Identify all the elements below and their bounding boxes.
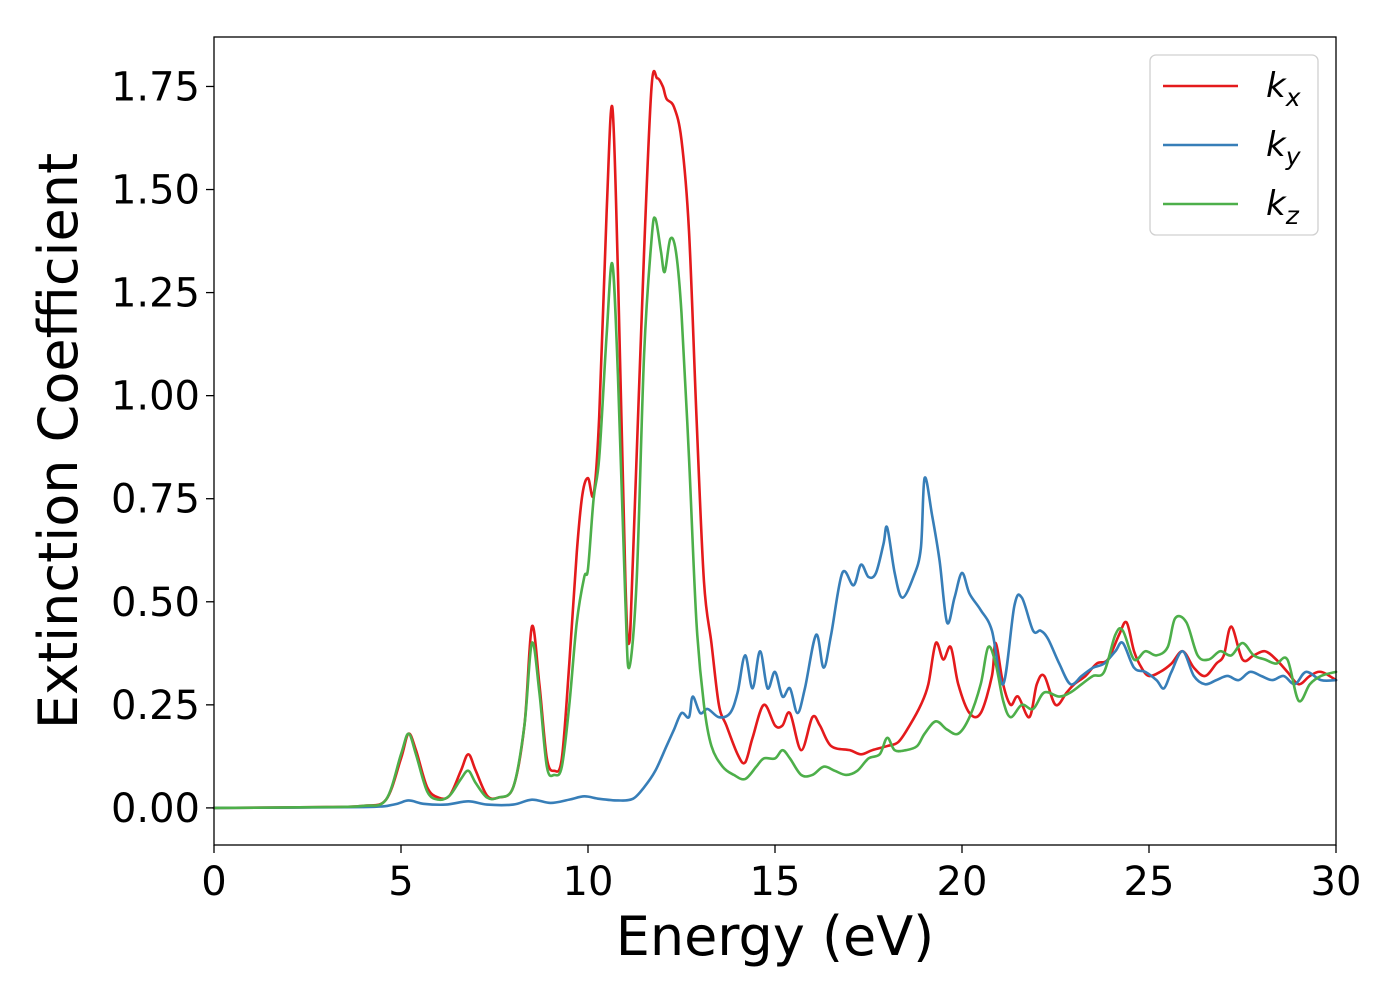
legend-label-z: kz	[1266, 184, 1300, 230]
series-lines	[212, 69, 1338, 810]
x-tick-label: 10	[563, 859, 614, 905]
x-axis-ticks: 0 5 10 15 20 25 30	[201, 845, 1361, 905]
x-tick-label: 20	[937, 859, 988, 905]
y-tick-label: 0.75	[111, 477, 200, 523]
x-tick-label: 30	[1311, 859, 1362, 905]
y-axis-label: Extinction Coefficient	[27, 153, 90, 729]
x-tick-label: 25	[1124, 859, 1175, 905]
y-tick-label: 1.50	[111, 168, 200, 214]
legend-label-y: ky	[1266, 125, 1302, 171]
x-tick-label: 15	[750, 859, 801, 905]
x-tick-label: 0	[201, 859, 226, 905]
y-tick-label: 1.75	[111, 64, 200, 110]
y-tick-label: 1.25	[111, 271, 200, 317]
y-tick-label: 0.50	[111, 580, 200, 626]
y-tick-label: 1.00	[111, 374, 200, 420]
legend-label-x: kx	[1266, 66, 1301, 112]
legend: kx ky kz	[1149, 54, 1319, 236]
series-line-y	[212, 476, 1338, 810]
x-axis-label: Energy (eV)	[616, 905, 935, 968]
legend-entries: kx ky kz	[1163, 66, 1302, 230]
y-tick-label: 0.00	[111, 786, 200, 832]
y-axis-ticks: 0.00 0.25 0.50 0.75 1.00 1.25 1.50 1.75	[111, 64, 214, 832]
x-tick-label: 5	[388, 859, 413, 905]
series-line-z	[212, 216, 1338, 810]
y-tick-label: 0.25	[111, 683, 200, 729]
